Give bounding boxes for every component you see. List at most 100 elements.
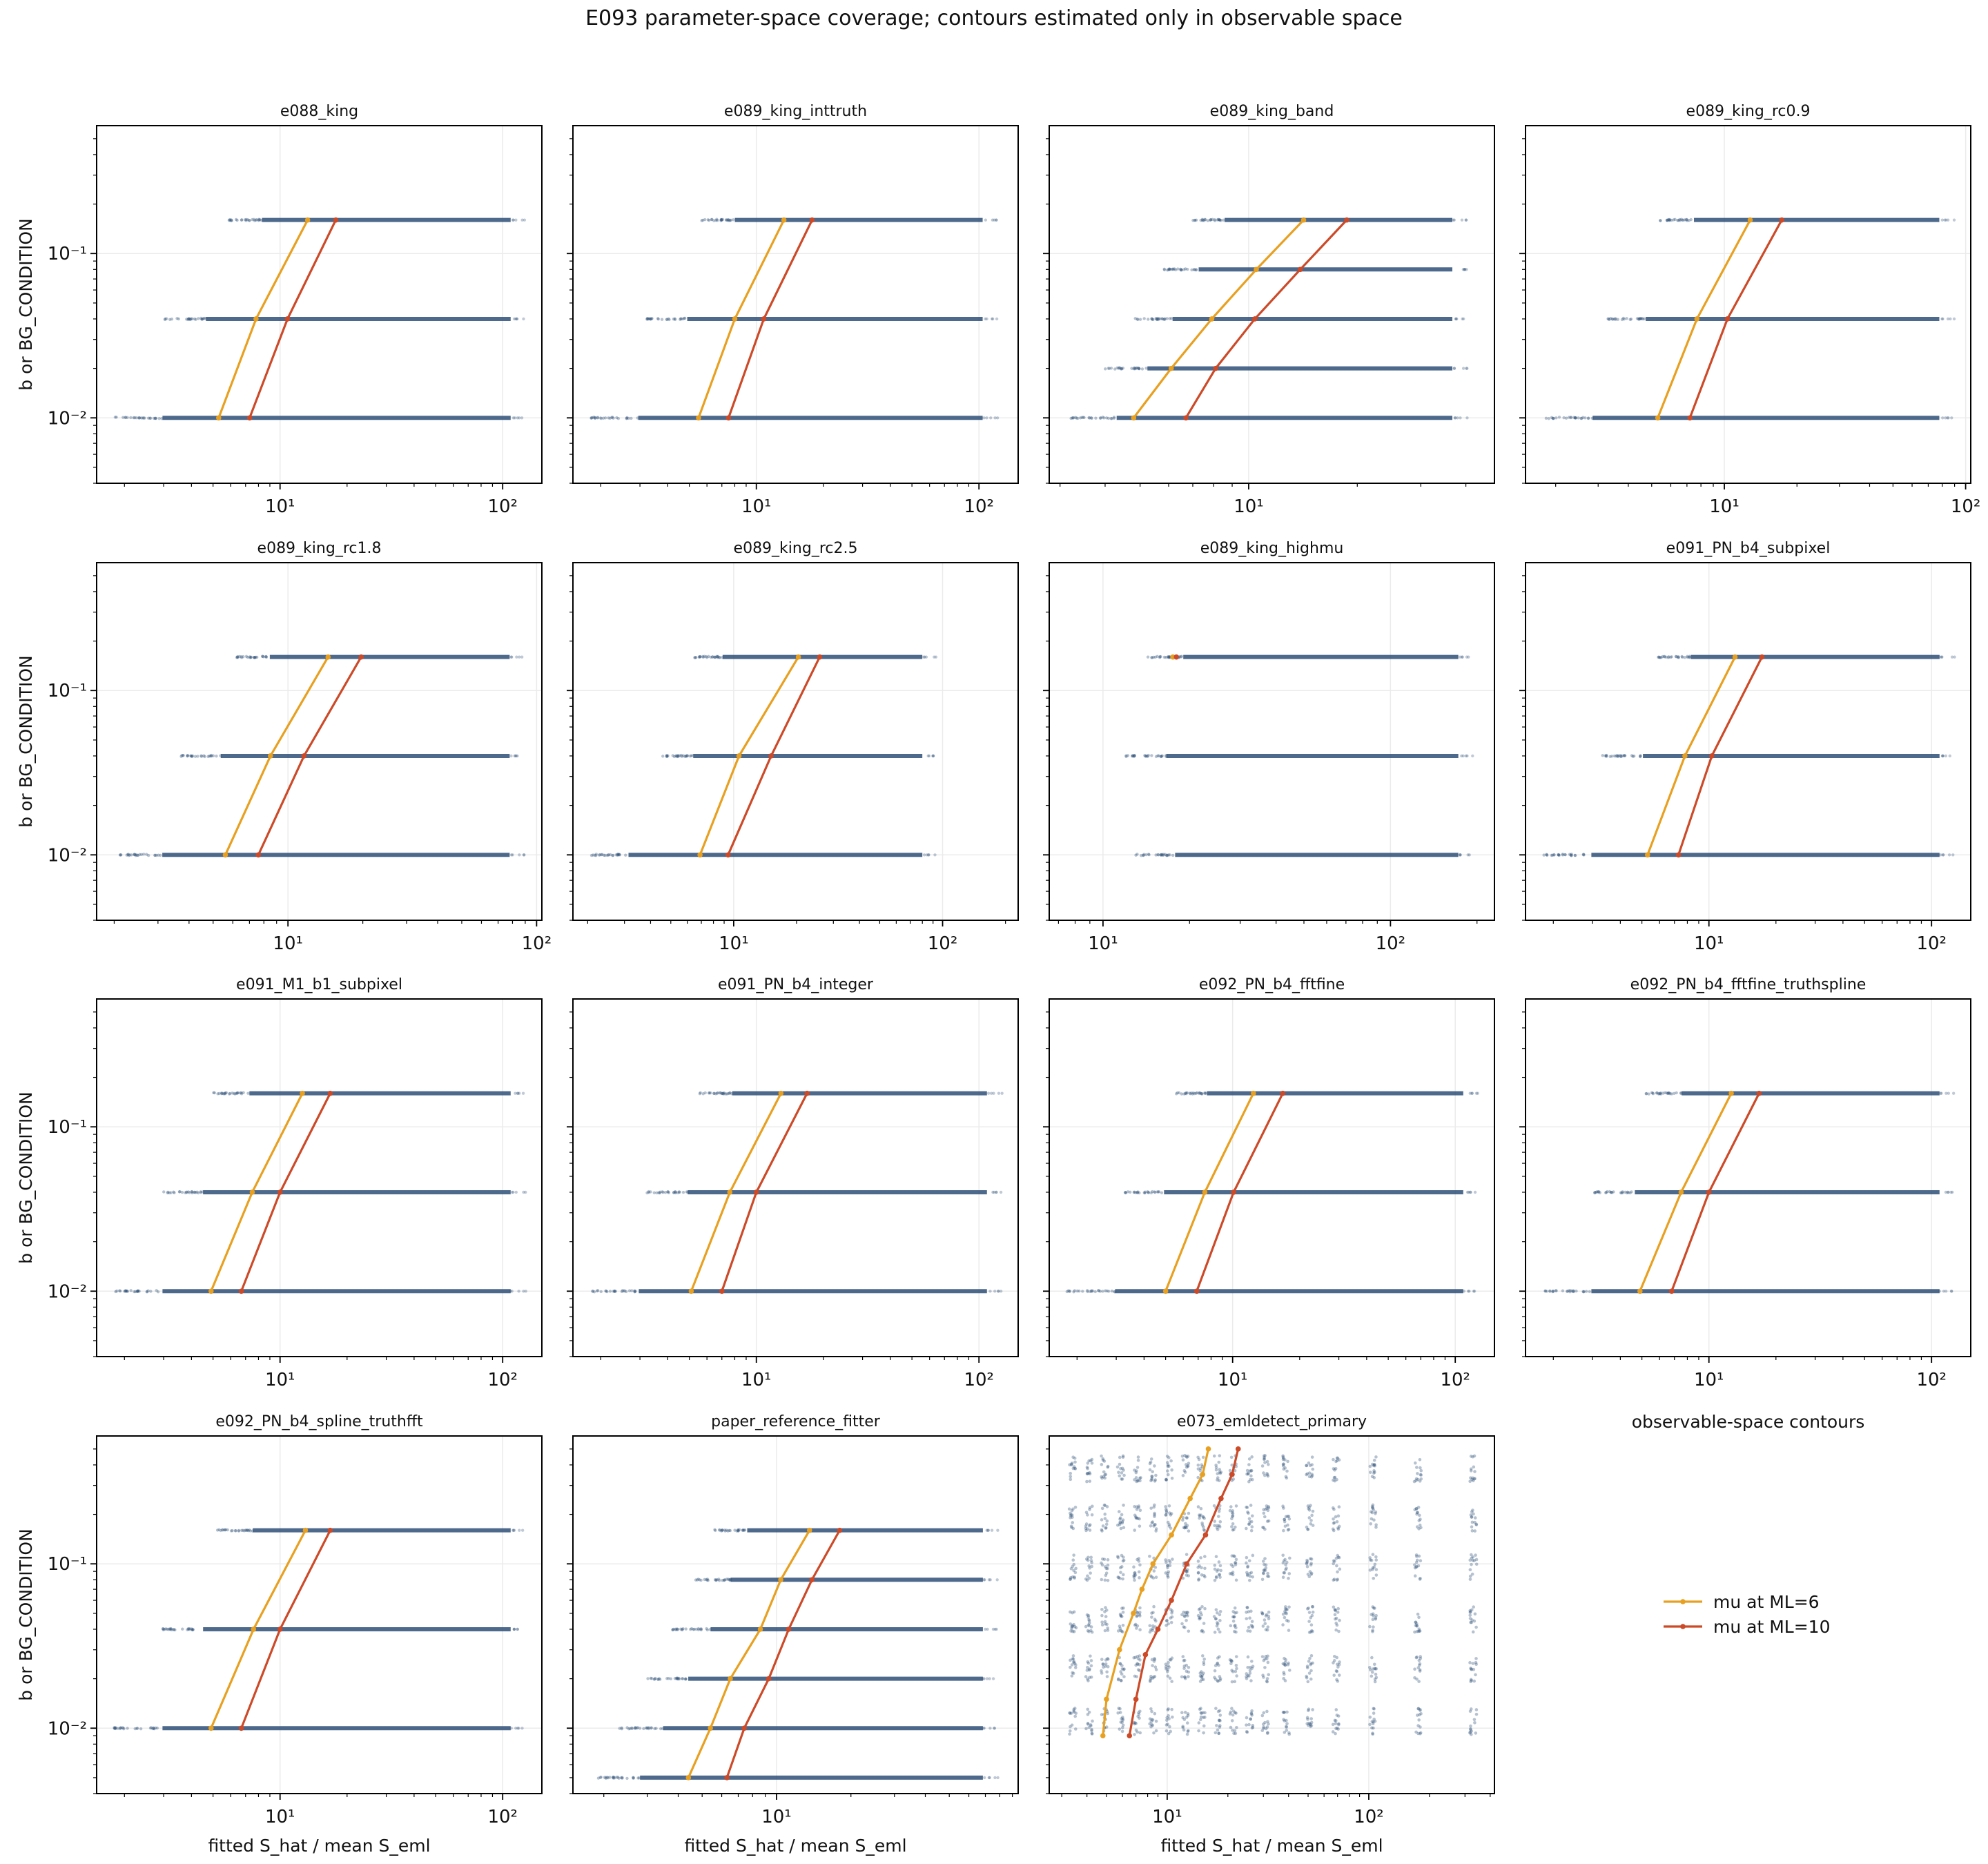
scatter-point (1090, 1732, 1094, 1736)
scatter-point (1218, 1724, 1222, 1727)
scatter-point (190, 755, 193, 758)
scatter-point (1202, 219, 1206, 222)
scatter-point (1115, 1555, 1120, 1558)
scatter-point (186, 318, 190, 322)
scatter-point (1623, 754, 1627, 757)
scatter-point (737, 1529, 740, 1533)
points-layer (1543, 1090, 1956, 1294)
scatter-point (1579, 416, 1583, 420)
x-tick-label: 10² (928, 933, 958, 954)
scatter-point (1561, 853, 1565, 857)
scatter-point (1136, 1655, 1140, 1658)
scatter-point (1133, 753, 1136, 757)
scatter-point (1136, 1455, 1140, 1459)
scatter-point (1659, 219, 1662, 222)
scatter-point (1368, 1556, 1372, 1560)
scatter-point (1415, 1558, 1419, 1562)
scatter-point (667, 318, 671, 322)
scatter-point (1159, 853, 1163, 857)
scatter-point (1181, 1655, 1185, 1658)
scatter-point (1582, 1290, 1586, 1294)
scatter-point (1248, 1571, 1251, 1575)
scatter-point (1201, 218, 1205, 222)
scatter-point (1568, 1290, 1572, 1294)
scatter-point (1262, 1658, 1266, 1662)
scatter-point (1086, 1665, 1089, 1669)
scatter-point (1216, 1679, 1220, 1683)
scatter-point (119, 1726, 123, 1730)
scatter-point (1164, 1662, 1168, 1667)
scatter-point (1941, 853, 1945, 857)
scatter-point (1100, 1476, 1104, 1480)
scatter-point (1117, 1707, 1121, 1710)
contour-marker (208, 1725, 214, 1731)
scatter-point (1263, 1454, 1267, 1457)
scatter-point (509, 754, 513, 758)
scatter-point (1245, 1716, 1249, 1720)
scatter-point (1217, 1524, 1221, 1528)
scatter-point (1621, 754, 1625, 757)
scatter-point (1078, 1289, 1081, 1293)
scatter-point (1946, 317, 1950, 321)
scatter-point (1136, 318, 1139, 321)
scatter-point (608, 1290, 612, 1293)
scatter-point (1164, 1667, 1168, 1671)
scatter-point (155, 1726, 159, 1730)
ml6-contour-line (687, 1529, 811, 1778)
scatter-point (625, 417, 628, 420)
scatter-point (1085, 1479, 1089, 1484)
scatter-point (1169, 1512, 1173, 1515)
scatter-point (1102, 1475, 1106, 1479)
scatter-point (675, 1627, 679, 1631)
points-layer (596, 1527, 1000, 1780)
scatter-point (1143, 1191, 1147, 1195)
scatter-point (1645, 1091, 1648, 1096)
scatter-point (728, 1577, 732, 1582)
scatter-point (615, 416, 618, 420)
scatter-point (248, 656, 252, 659)
scatter-point (1089, 416, 1093, 420)
scatter-point (1417, 1629, 1421, 1633)
scatter-point (1118, 1566, 1122, 1570)
axes-frame (1525, 562, 1971, 921)
scatter-point (613, 1776, 616, 1780)
scatter-point (1216, 217, 1220, 222)
scatter-point (1136, 1557, 1139, 1562)
scatter-point (658, 1191, 661, 1195)
scatter-point (1228, 1508, 1232, 1513)
scatter-point (1415, 1677, 1419, 1681)
scatter-point (1166, 1571, 1170, 1575)
scatter-point (191, 317, 194, 321)
scatter-point (625, 416, 629, 420)
scatter-point (1941, 416, 1945, 420)
scatter-point (1171, 1715, 1174, 1719)
scatter-point (146, 853, 150, 857)
scatter-point (1119, 1614, 1123, 1618)
scatter-point (260, 218, 264, 222)
scatter-point (1166, 1674, 1170, 1678)
scatter-point (1557, 853, 1561, 857)
scatter-point (1086, 1527, 1089, 1531)
scatter-point (224, 1091, 227, 1095)
scatter-point (164, 317, 167, 321)
scatter-point (1120, 1606, 1124, 1610)
scatter-point (1249, 1469, 1253, 1473)
contour-marker (1218, 1495, 1224, 1502)
scatter-point (1368, 1722, 1372, 1727)
scatter-point (190, 1190, 193, 1194)
scatter-point (1413, 1676, 1416, 1680)
scatter-point (1552, 1290, 1555, 1293)
scatter-point (1121, 1716, 1124, 1719)
scatter-point (1470, 1553, 1473, 1557)
scatter-point (1372, 1707, 1376, 1711)
scatter-point (1469, 1476, 1472, 1479)
scatter-point (1105, 1519, 1109, 1523)
scatter-point (1164, 1508, 1168, 1511)
scatter-point (1415, 1512, 1419, 1516)
scatter-point (1072, 1569, 1075, 1573)
scatter-point (1133, 367, 1138, 370)
scatter-point (1287, 1605, 1291, 1609)
scatter-point (1150, 1611, 1153, 1615)
scatter-point (1232, 1629, 1236, 1633)
scatter-point (1309, 1662, 1313, 1665)
